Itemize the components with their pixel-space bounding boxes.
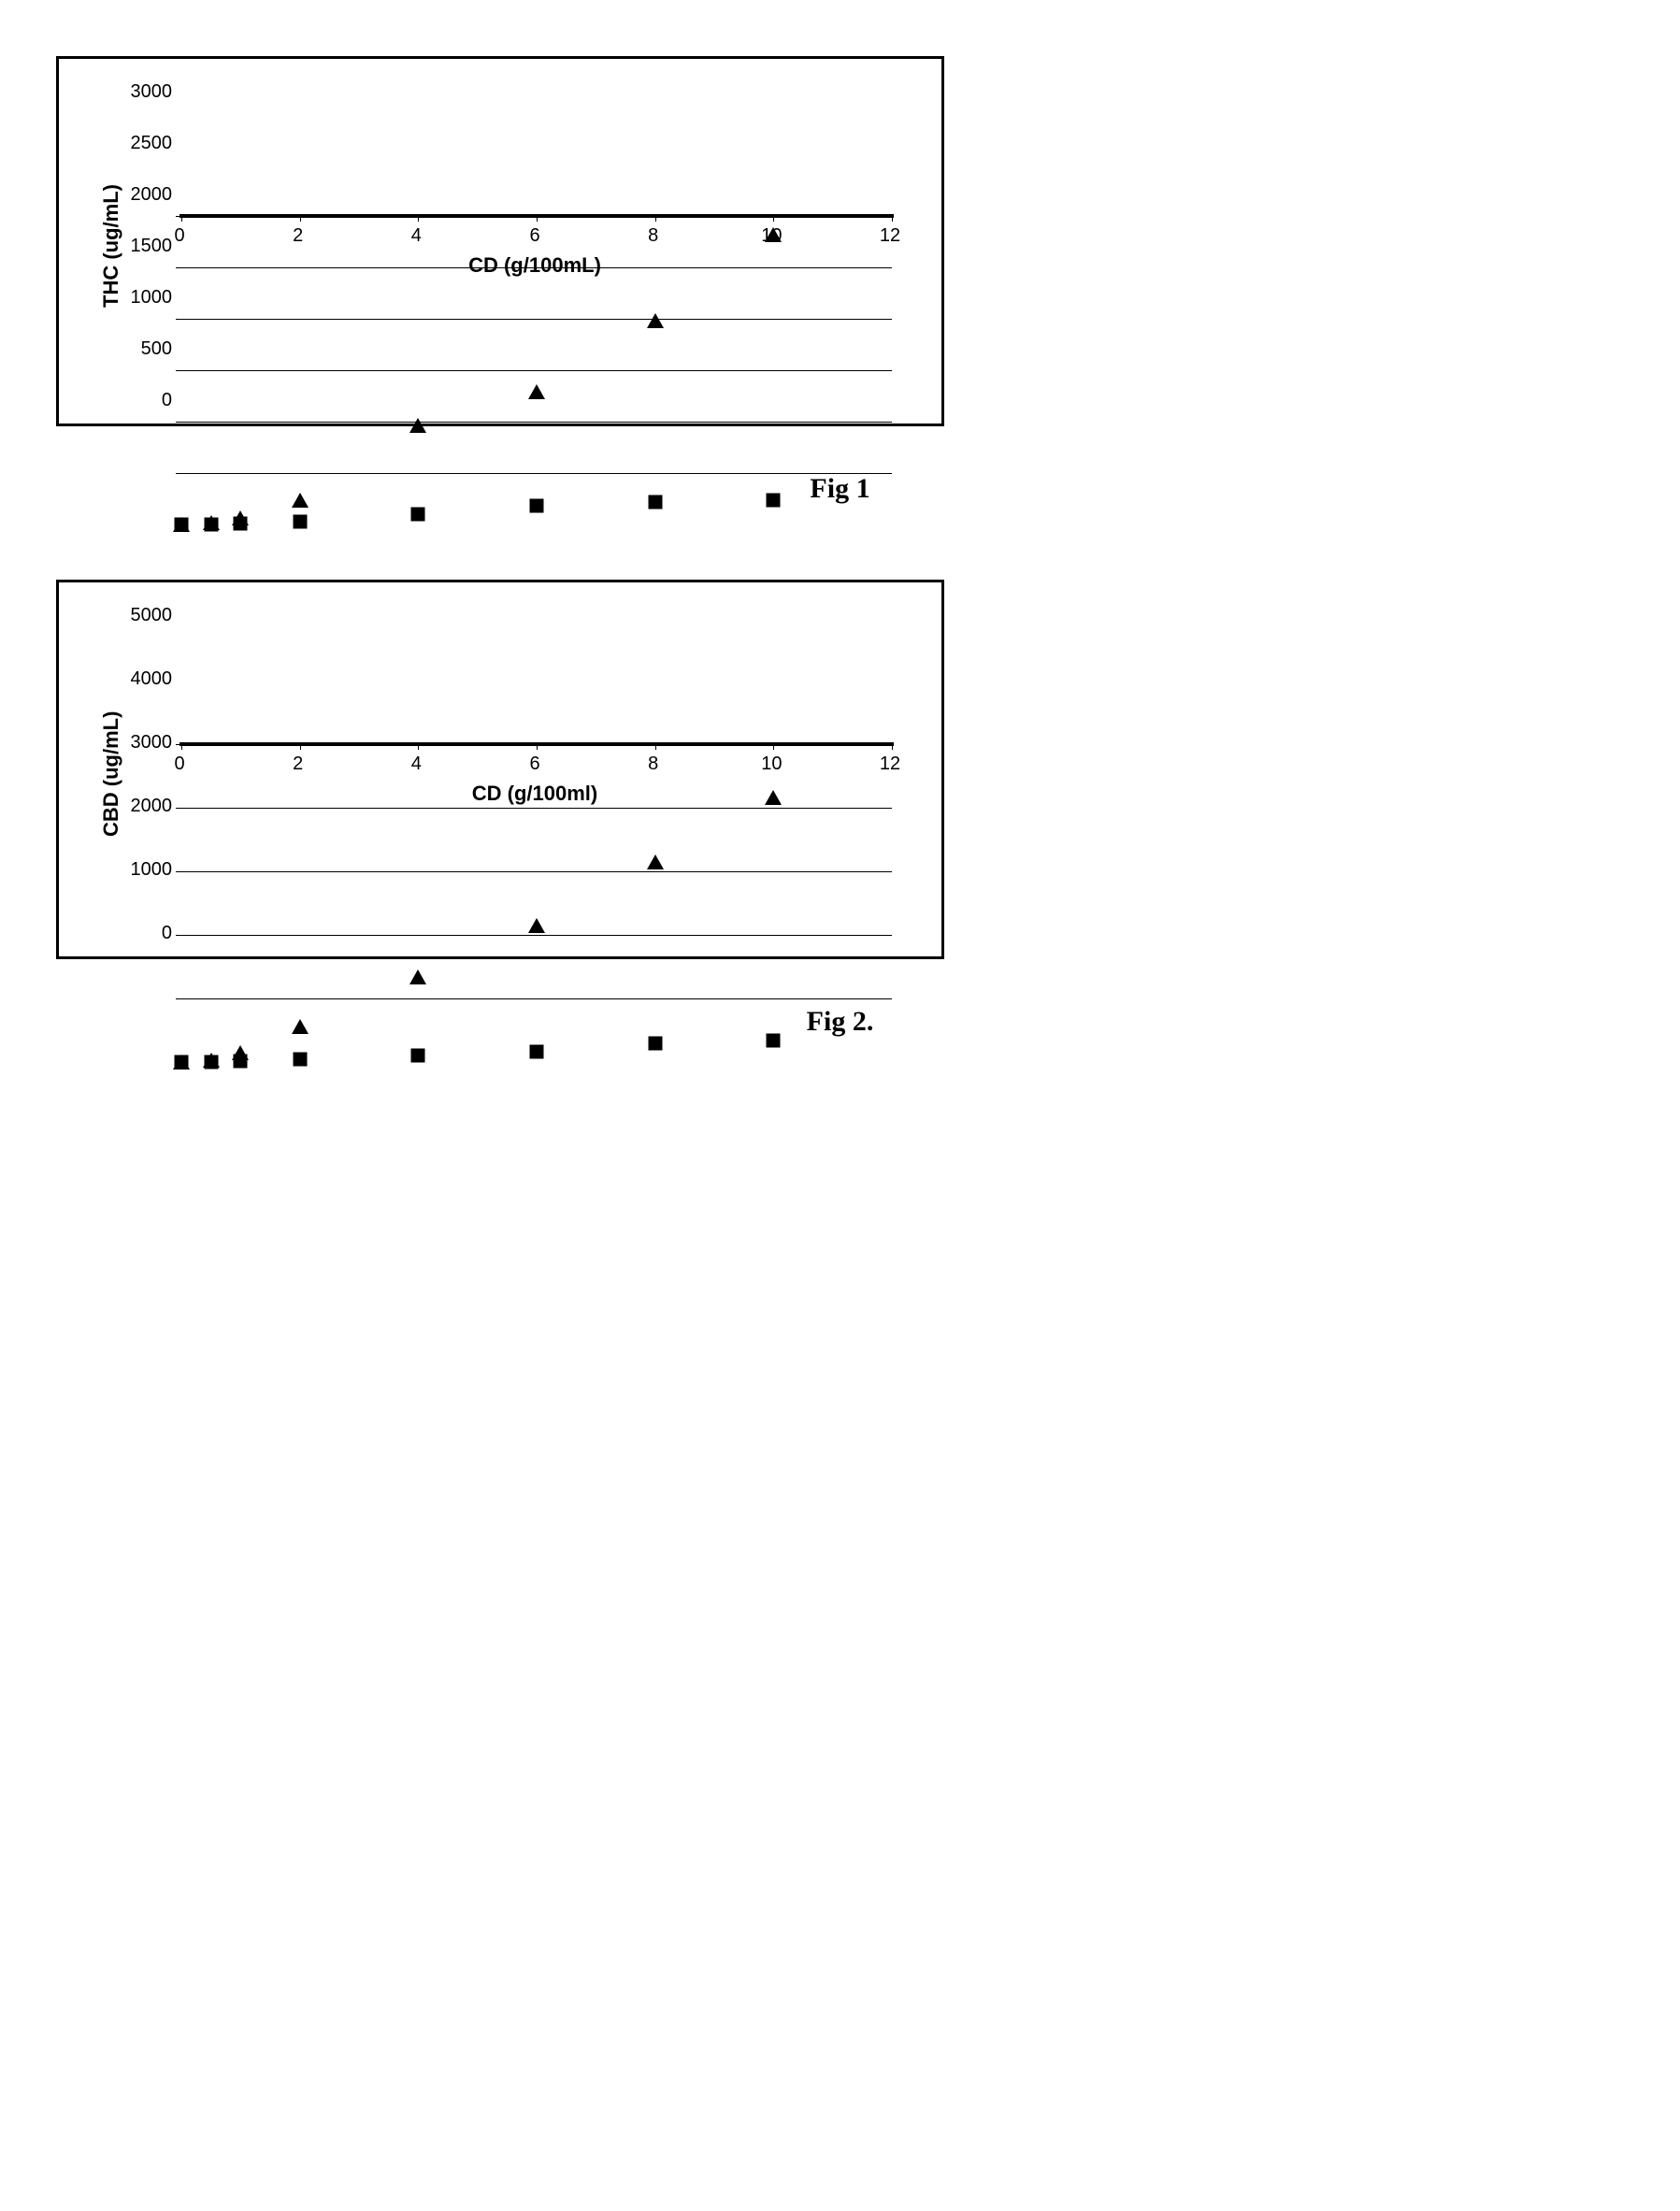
x-tick-label: 8 [648,225,658,247]
x-tick-label: 10 [761,754,782,775]
data-point-square [411,1048,425,1062]
y-tick-mark [176,808,181,809]
data-point-triangle [647,854,664,869]
x-tick-label: 4 [411,754,422,775]
y-tick-label: 0 [162,923,172,944]
data-point-square [204,518,218,532]
y-tick-label: 1000 [131,287,173,309]
y-tick-mark [176,871,181,872]
figure-2: CBD (ug/mL) 5000 4000 3000 2000 1000 0 0 2 4 6 8 1… [56,580,1624,1038]
gridline [181,935,892,936]
y-axis-label: THC (ug/mL) [92,92,123,400]
data-point-triangle [292,493,309,508]
data-point-square [293,1053,307,1067]
data-point-triangle [647,313,664,328]
gridline [181,998,892,999]
chart-frame: THC (ug/mL) 3000 2500 2000 1500 1000 500 0 0 2 4… [56,56,944,426]
data-point-triangle [292,1019,309,1034]
data-point-square [234,1054,248,1068]
y-tick-label: 1500 [131,236,173,257]
y-tick-label: 2500 [131,133,173,154]
gridline [181,319,892,320]
data-point-square [648,1037,662,1051]
x-tick-mark [892,216,893,222]
data-point-triangle [409,969,426,984]
gridline [181,267,892,268]
gridline [181,808,892,809]
x-tick-label: 8 [648,754,658,775]
data-point-triangle [765,790,782,805]
data-point-triangle [528,384,545,399]
y-tick-mark [176,319,181,320]
x-tick-label: 4 [411,225,422,247]
gridline [181,422,892,423]
y-tick-label: 4000 [131,668,173,690]
x-axis-label: CD (g/100mL) [179,253,890,278]
x-tick-label: 12 [880,225,900,247]
y-axis-label: CBD (ug/mL) [92,615,123,933]
y-tick-label: 2000 [131,184,173,206]
x-tick-label: 10 [761,225,782,247]
x-tick-label: 0 [174,225,184,247]
data-point-square [767,493,781,507]
data-point-square [234,516,248,530]
data-point-square [204,1055,218,1070]
data-point-triangle [409,418,426,433]
y-tick-mark [176,422,181,423]
y-tick-label: 2000 [131,796,173,817]
x-tick-label: 2 [293,225,303,247]
x-tick-label: 12 [880,754,900,775]
data-point-square [530,1045,544,1059]
y-tick-mark [176,935,181,936]
x-tick-label: 6 [529,225,539,247]
data-point-square [767,1033,781,1047]
data-point-triangle [528,918,545,933]
gridline [181,871,892,872]
y-tick-label: 500 [141,338,172,360]
figures-root: THC (ug/mL) 300025002000150010005000 024… [56,56,1624,1038]
y-tick-label: 1000 [131,859,173,881]
x-tick-label: 0 [174,754,184,775]
y-tick-mark [176,370,181,371]
x-tick-mark [892,744,893,750]
x-axis-label: CD (g/100ml) [179,782,890,806]
y-tick-mark [176,267,181,268]
data-point-square [648,495,662,509]
data-point-square [175,518,189,532]
data-point-square [175,1055,189,1070]
gridline [181,473,892,474]
data-point-square [411,508,425,522]
y-tick-label: 0 [162,390,172,411]
figure-1: THC (ug/mL) 3000 2500 2000 1500 1000 500 0 0 2 4… [56,56,1624,505]
data-point-square [530,499,544,513]
x-tick-label: 6 [529,754,539,775]
y-tick-label: 5000 [131,605,173,626]
gridline [181,370,892,371]
chart-frame: CBD (ug/mL) 5000 4000 3000 2000 1000 0 0 2 4 6 8 1… [56,580,944,959]
y-tick-mark [176,998,181,999]
y-tick-mark [176,473,181,474]
y-tick-label: 3000 [131,81,173,103]
x-tick-label: 2 [293,754,303,775]
data-point-square [293,514,307,528]
y-tick-label: 3000 [131,732,173,754]
